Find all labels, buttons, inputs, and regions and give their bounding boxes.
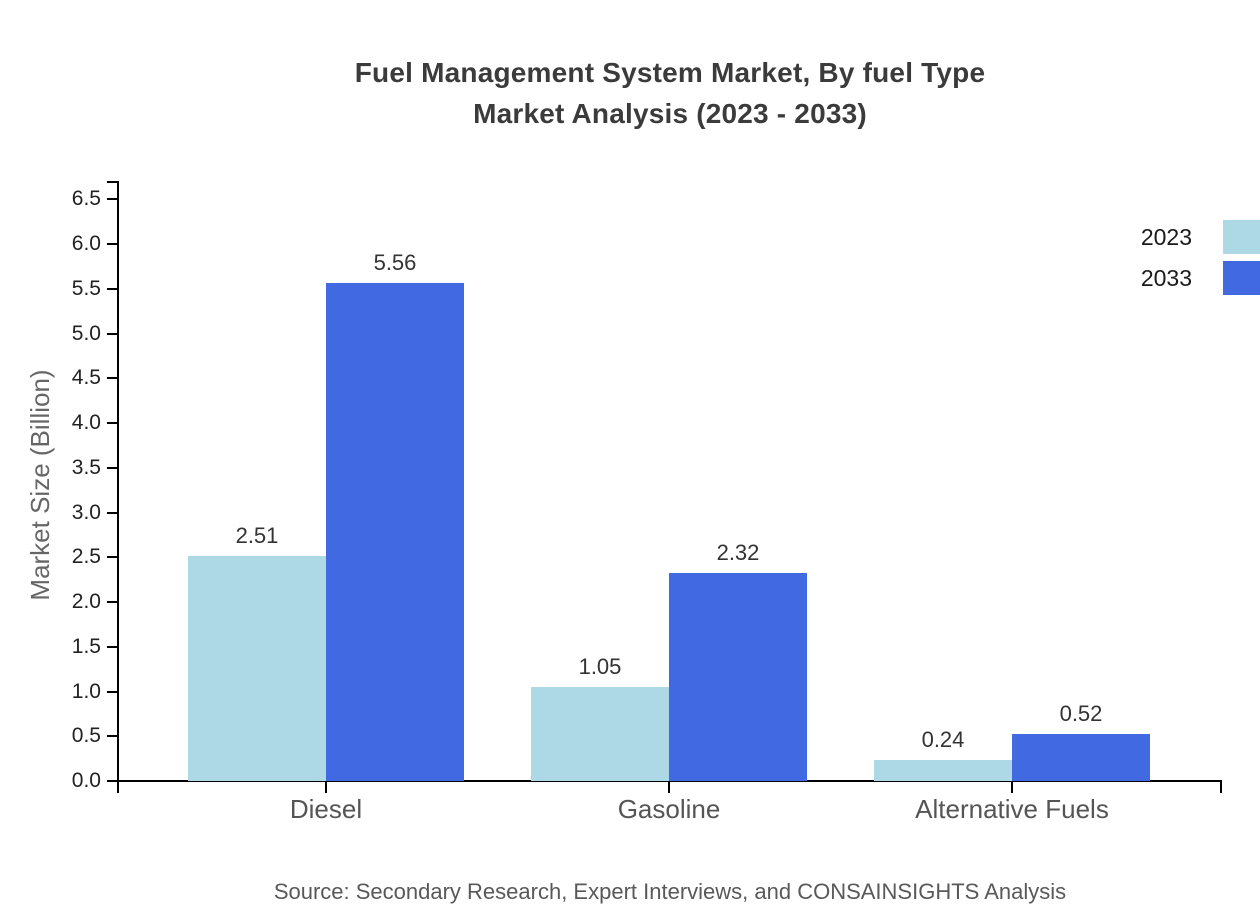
y-tick-label: 5.0 xyxy=(71,321,101,345)
legend-swatch-2033 xyxy=(1223,261,1260,295)
y-tick-label: 5.5 xyxy=(71,276,101,300)
legend-label-2033: 2033 xyxy=(1140,265,1192,291)
y-tick-label: 2.0 xyxy=(71,590,101,613)
y-tick xyxy=(107,243,118,245)
x-axis-line xyxy=(118,780,1222,782)
y-tick xyxy=(107,735,118,738)
x-tick xyxy=(1011,782,1013,793)
y-tick-label: 3.0 xyxy=(71,500,101,524)
bar-value-label: 1.05 xyxy=(578,654,622,679)
x-category-label: Gasoline xyxy=(617,794,721,824)
bar-value-label: 0.52 xyxy=(1059,701,1103,726)
y-tick xyxy=(107,645,118,648)
bar-2023-diesel xyxy=(188,556,326,781)
bar-2033-diesel xyxy=(326,283,464,781)
y-tick xyxy=(107,466,118,469)
y-tick-label: 1.0 xyxy=(71,679,101,703)
legend-item-2033: 2033 xyxy=(1080,261,1260,295)
chart-title: Fuel Management System Market, By fuel T… xyxy=(80,52,1260,134)
y-tick xyxy=(107,601,118,603)
y-tick-label: 4.0 xyxy=(71,411,101,434)
x-category-label: Alternative Fuels xyxy=(915,794,1109,824)
y-tick xyxy=(107,511,118,514)
chart-title-line1: Fuel Management System Market, By fuel T… xyxy=(354,57,986,88)
chart-title-line2: Market Analysis (2023 - 2033) xyxy=(473,98,867,129)
legend-item-2023: 2023 xyxy=(1080,220,1260,254)
y-tick-label: 4.5 xyxy=(71,366,101,390)
y-tick xyxy=(107,690,118,693)
legend-swatch-2023 xyxy=(1223,220,1260,254)
bar-2023-gasoline xyxy=(531,687,669,781)
source-note: Source: Secondary Research, Expert Inter… xyxy=(273,879,1067,904)
y-tick-label: 6.5 xyxy=(71,187,101,211)
bar-value-label: 2.51 xyxy=(235,523,279,548)
y-tick-label: 1.5 xyxy=(71,634,101,658)
x-axis-end-tick xyxy=(1220,782,1222,793)
y-tick-label: 6.0 xyxy=(71,232,101,255)
bar-2033-gasoline xyxy=(669,573,807,781)
bar-value-label: 5.56 xyxy=(373,250,417,275)
y-axis-end-tick xyxy=(107,181,118,183)
bar-value-label: 2.32 xyxy=(716,540,760,565)
y-tick xyxy=(107,287,118,290)
y-tick xyxy=(107,422,118,424)
y-tick xyxy=(107,332,118,335)
y-tick-label: 3.5 xyxy=(71,455,101,479)
y-tick xyxy=(107,377,118,380)
bar-value-label: 0.24 xyxy=(921,727,965,752)
y-tick-label: 0.0 xyxy=(71,769,101,792)
bar-2023-alternative-fuels xyxy=(874,760,1012,781)
x-category-label: Diesel xyxy=(289,794,363,824)
y-tick xyxy=(107,780,118,782)
legend-label-2023: 2023 xyxy=(1140,224,1192,250)
bar-2033-alternative-fuels xyxy=(1012,734,1150,781)
y-tick xyxy=(107,198,118,201)
x-tick xyxy=(668,782,670,793)
y-tick-label: 0.5 xyxy=(71,724,101,748)
x-tick xyxy=(325,782,327,793)
y-tick xyxy=(107,556,118,559)
y-axis-line xyxy=(117,181,119,793)
y-tick-label: 2.5 xyxy=(71,545,101,569)
